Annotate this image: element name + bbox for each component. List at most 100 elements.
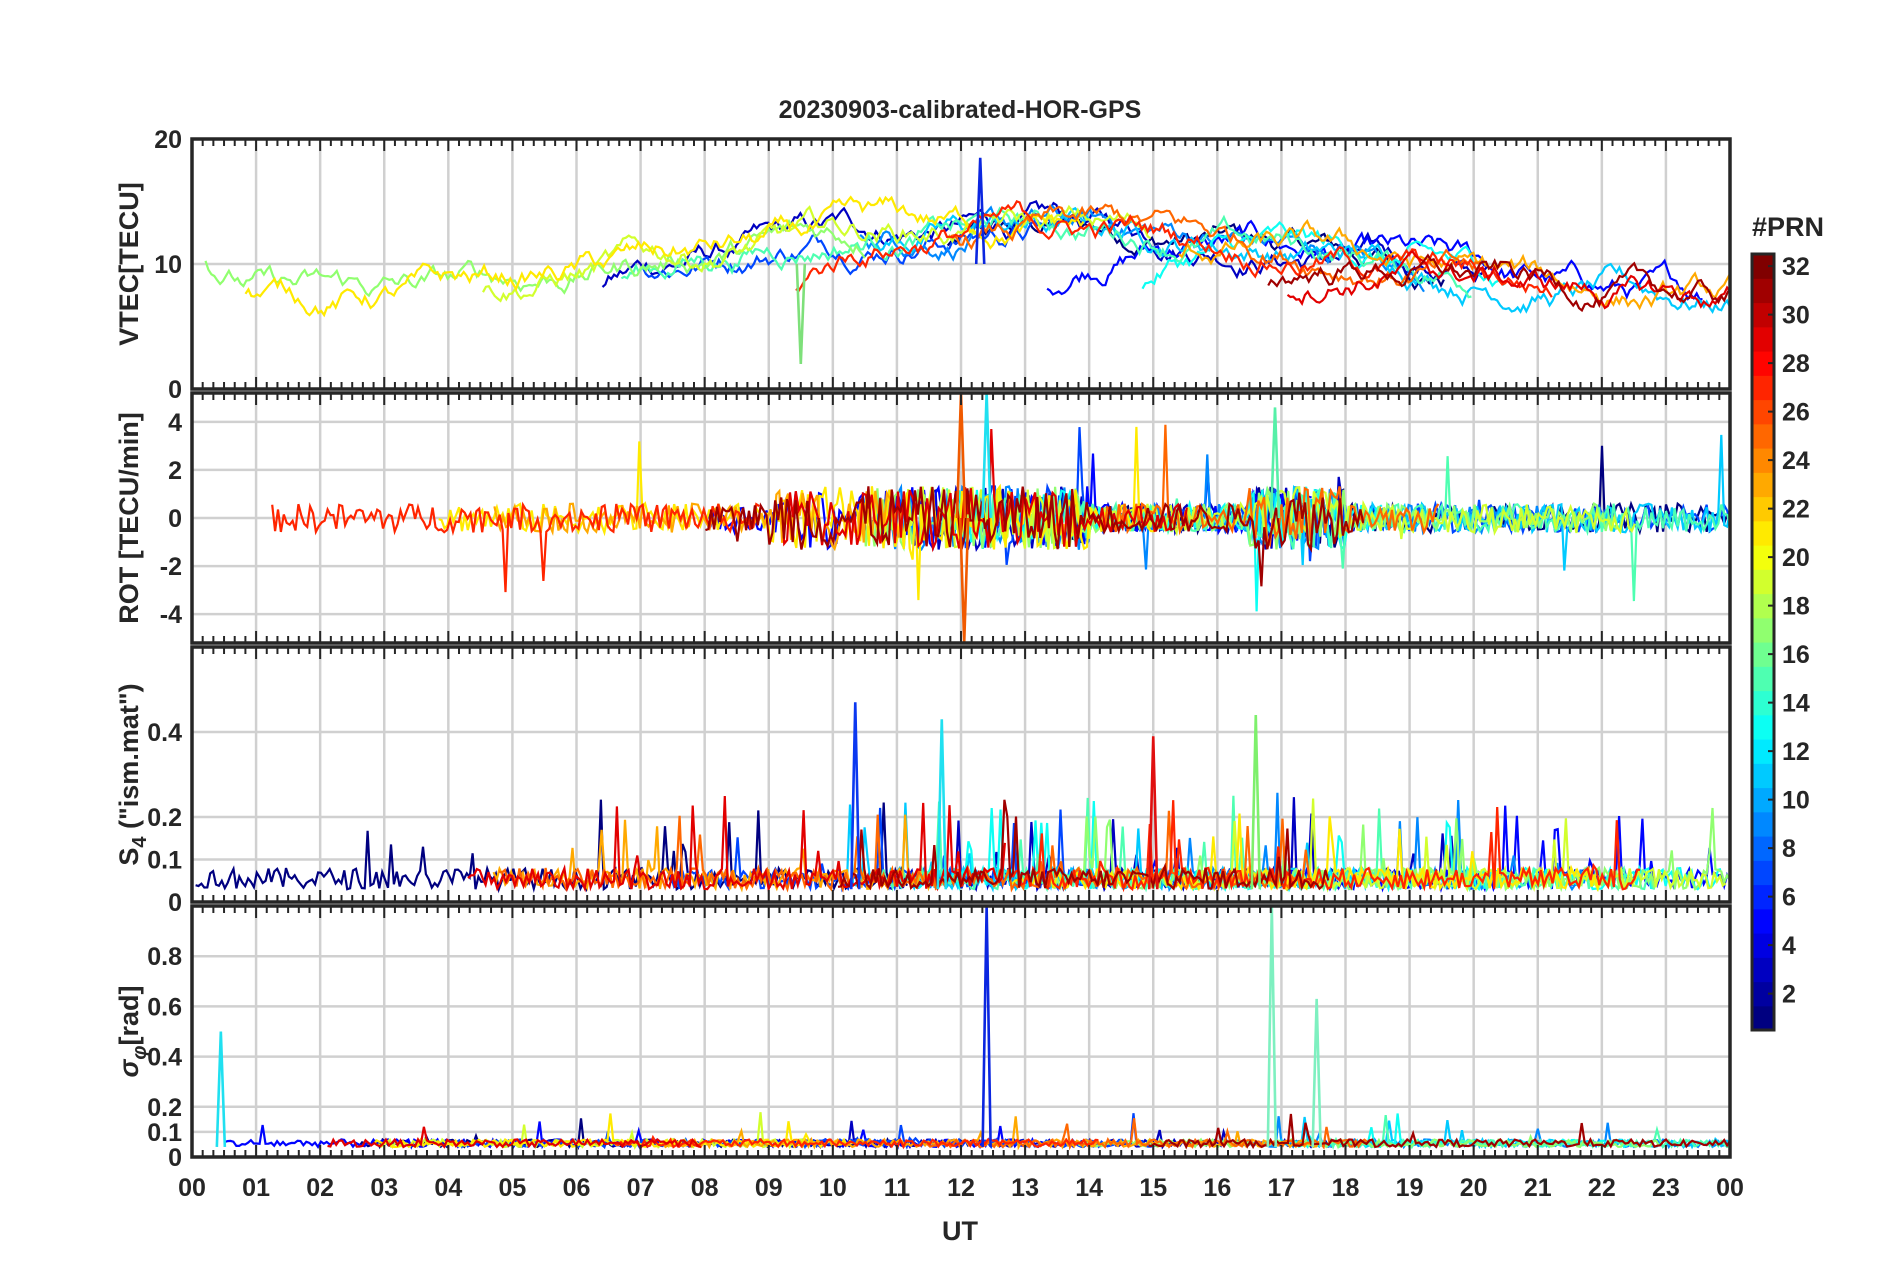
x-tick-label: 04 bbox=[434, 1174, 462, 1202]
panel-vtec: 20 10 0 VTEC[TECU] bbox=[114, 126, 1732, 404]
colorbar-band bbox=[1752, 642, 1774, 667]
y-tick-label: 0.1 bbox=[147, 847, 182, 875]
y-tick-label: 0.6 bbox=[147, 993, 182, 1021]
colorbar-band bbox=[1752, 714, 1774, 740]
x-tick-label: 02 bbox=[306, 1174, 334, 1202]
series-prn-21 bbox=[438, 426, 1160, 601]
colorbar-band bbox=[1752, 933, 1774, 958]
spike-mark bbox=[1269, 407, 1281, 519]
x-tick-label: 14 bbox=[1075, 1174, 1103, 1202]
colorbar-band bbox=[1752, 884, 1774, 910]
x-tick-label: 18 bbox=[1332, 1174, 1360, 1202]
colorbar-tick-label: 14 bbox=[1782, 690, 1810, 718]
y-tick-label: 2 bbox=[168, 457, 182, 485]
y-tick-label: 0 bbox=[168, 376, 182, 404]
x-tick-label: 05 bbox=[499, 1174, 527, 1202]
panel-sigma: 0.8 0.6 0.4 0.20.10 σφ[rad] bbox=[114, 904, 1732, 1172]
panel-rot: 4 2 0 -2 -4 ROT [TECU/min] bbox=[114, 391, 1732, 645]
y-tick-label: -2 bbox=[160, 553, 182, 581]
colorbar-tick-label: 30 bbox=[1782, 302, 1810, 330]
y-axis-label: VTEC[TECU] bbox=[114, 182, 144, 346]
colorbar-band bbox=[1752, 278, 1774, 304]
colorbar-band bbox=[1752, 1005, 1774, 1031]
series-prn-17 bbox=[204, 218, 866, 298]
y-tick-label: 0.8 bbox=[147, 943, 182, 971]
colorbar-frame bbox=[1750, 252, 1776, 1032]
y-axis-label: ROT [TECU/min] bbox=[114, 412, 144, 623]
colorbar-band bbox=[1752, 375, 1774, 401]
x-tick-label: 12 bbox=[947, 1174, 975, 1202]
colorbar-band bbox=[1752, 981, 1774, 1007]
colorbar-band bbox=[1752, 908, 1774, 934]
colorbar-band bbox=[1752, 545, 1774, 570]
series-prn-7 bbox=[641, 217, 1059, 280]
colorbar-band bbox=[1752, 448, 1774, 473]
colorbar-band bbox=[1752, 520, 1774, 546]
series-prn-31 bbox=[1267, 253, 1730, 313]
colorbar-tick-label: 12 bbox=[1782, 738, 1810, 766]
colorbar-band bbox=[1752, 763, 1774, 789]
x-axis-label: UT bbox=[942, 1216, 978, 1246]
x-tick-label: 03 bbox=[370, 1174, 398, 1202]
spike-mark bbox=[215, 1031, 227, 1148]
panel-s4: 0.4 0.2 0.1 0 S4 ("ism.mat") bbox=[114, 645, 1732, 917]
colorbar-band bbox=[1752, 569, 1774, 595]
chart-title: 20230903-calibrated-HOR-GPS bbox=[779, 96, 1142, 124]
colorbar-tick-label: 10 bbox=[1782, 787, 1810, 815]
series-prn-31 bbox=[705, 486, 1365, 587]
series-prn-11 bbox=[873, 206, 1730, 314]
colorbar-tick-label: 24 bbox=[1782, 447, 1810, 475]
colorbar-band bbox=[1752, 302, 1774, 328]
y-tick-label: 0.2 bbox=[147, 1094, 182, 1122]
y-tick-label: 10 bbox=[154, 251, 182, 279]
series-prn-31 bbox=[1148, 1113, 1730, 1150]
x-tick-label: 00 bbox=[178, 1174, 206, 1202]
x-tick-label: 20 bbox=[1460, 1174, 1488, 1202]
colorbar-band bbox=[1752, 739, 1774, 764]
colorbar-band bbox=[1752, 957, 1774, 983]
x-tick-label: 09 bbox=[755, 1174, 783, 1202]
series-prn-27 bbox=[614, 1134, 1099, 1150]
x-tick-label: 01 bbox=[242, 1174, 270, 1202]
colorbar-band bbox=[1752, 811, 1774, 837]
spike-mark bbox=[849, 702, 861, 890]
y-axis-label: σφ[rad] bbox=[114, 986, 151, 1078]
colorbar-band bbox=[1752, 860, 1774, 886]
colorbar-tick-label: 20 bbox=[1782, 544, 1810, 572]
y-tick-label: -4 bbox=[160, 601, 182, 629]
colorbar-tick-label: 6 bbox=[1782, 884, 1796, 912]
spike-mark bbox=[955, 393, 967, 519]
x-tick-label: 16 bbox=[1203, 1174, 1231, 1202]
series-prn-19 bbox=[482, 204, 1152, 303]
series-prn-21 bbox=[244, 195, 1085, 318]
x-tick-labels: 00 01 02 03 04 05 06 07 08 09 10 11 12 13 14 15 16 17 18 19… bbox=[178, 1174, 1744, 1202]
spike-mark bbox=[1311, 998, 1322, 1147]
colorbar-band bbox=[1752, 399, 1774, 425]
spike-mark bbox=[1147, 736, 1159, 890]
colorbar-band bbox=[1752, 593, 1774, 619]
colorbar-tick-label: 16 bbox=[1782, 641, 1810, 669]
spike-mark bbox=[1250, 714, 1262, 890]
colorbar-band bbox=[1752, 666, 1774, 692]
colorbar-band bbox=[1752, 472, 1774, 498]
colorbar-tick-label: 22 bbox=[1782, 496, 1810, 524]
colorbar: 32 30 28 26 24 22 20 18 16 14 12 10 8 6 4 2 bbox=[1750, 252, 1810, 1032]
series-group bbox=[215, 906, 1730, 1151]
colorbar-band bbox=[1752, 254, 1774, 279]
y-tick-label: 0.1 bbox=[147, 1119, 182, 1147]
x-tick-label: 17 bbox=[1268, 1174, 1296, 1202]
y-axis-label: S4 ("ism.mat") bbox=[114, 683, 151, 865]
colorbar-label: #PRN bbox=[1752, 212, 1824, 242]
y-tick-label: 0 bbox=[168, 889, 182, 917]
x-tick-label: 00 bbox=[1716, 1174, 1744, 1202]
series-prn-31 bbox=[837, 799, 1330, 891]
y-tick-label: 0.4 bbox=[147, 719, 182, 747]
series-prn-29 bbox=[1286, 250, 1730, 310]
y-tick-label: 0 bbox=[168, 1144, 182, 1172]
colorbar-band bbox=[1752, 326, 1774, 352]
series-group bbox=[204, 157, 1730, 365]
y-tick-label: 4 bbox=[168, 409, 182, 437]
colorbar-band bbox=[1752, 617, 1774, 643]
colorbar-tick-label: 18 bbox=[1782, 593, 1810, 621]
x-tick-label: 21 bbox=[1524, 1174, 1552, 1202]
